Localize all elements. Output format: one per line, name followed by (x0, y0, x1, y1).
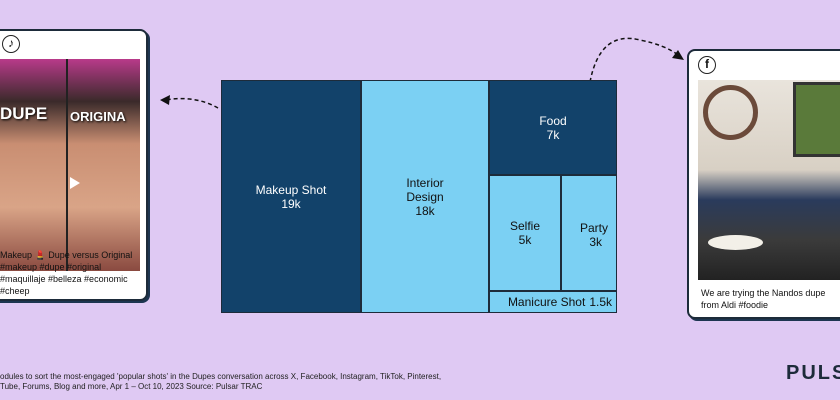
arrow-left (164, 97, 219, 109)
cell-label: Food (539, 113, 567, 128)
treemap-chart: Makeup Shot 19k Interior Design 18k Food 7k… (221, 80, 617, 313)
cell-label: Selfie (509, 219, 541, 233)
cell-label: Interior Design (406, 175, 444, 204)
cell-value: 7k (546, 127, 560, 142)
cell-label: Party (579, 221, 608, 235)
cell-value: 5k (518, 233, 532, 247)
facebook-icon: f (698, 56, 716, 74)
cell-value: 18k (415, 203, 435, 218)
brand-logo: PULS (786, 362, 840, 384)
arrow-left-head (160, 95, 170, 105)
tiktok-post-card[interactable]: ♪ DUPE ORIGINA Makeup 💄 Dupe versus Orig… (0, 29, 148, 301)
treemap-cell-party: Party 3k (562, 176, 616, 290)
facebook-post-card[interactable]: f We are trying the Nandos dupe from Ald… (687, 49, 840, 319)
treemap-cell-manicure-shot: Manicure Shot 1.5k (490, 292, 616, 312)
tiktok-icon: ♪ (2, 35, 20, 53)
cell-value: 3k (589, 235, 602, 249)
cell-value: 1.5k (589, 295, 612, 309)
arrow-right (589, 37, 679, 83)
image-text-original: ORIGINA (70, 109, 126, 124)
footnote-line-1: odules to sort the most-engaged 'popular… (0, 372, 442, 381)
cell-label: Makeup Shot (255, 182, 327, 197)
image-text-dupe: DUPE (0, 104, 48, 123)
play-icon[interactable] (70, 177, 80, 189)
treemap-cell-selfie: Selfie 5k (490, 176, 560, 290)
post-image: DUPE ORIGINA (0, 59, 140, 271)
footnote-line-2: Tube, Forums, Blog and more, Apr 1 – Oct… (0, 382, 263, 391)
post-caption: Makeup 💄 Dupe versus Original #makeup #d… (0, 250, 133, 296)
arrow-right-head (672, 50, 684, 60)
cell-value: 19k (281, 196, 301, 211)
treemap-cell-interior-design: Interior Design 18k (362, 81, 488, 312)
cell-label: Manicure Shot (507, 295, 586, 309)
post-image (698, 80, 840, 280)
treemap-cell-food: Food 7k (490, 81, 616, 174)
footnote: odules to sort the most-engaged 'popular… (0, 372, 441, 392)
post-caption: We are trying the Nandos dupe from Aldi … (701, 288, 826, 310)
treemap-cell-makeup-shot: Makeup Shot 19k (222, 81, 360, 312)
